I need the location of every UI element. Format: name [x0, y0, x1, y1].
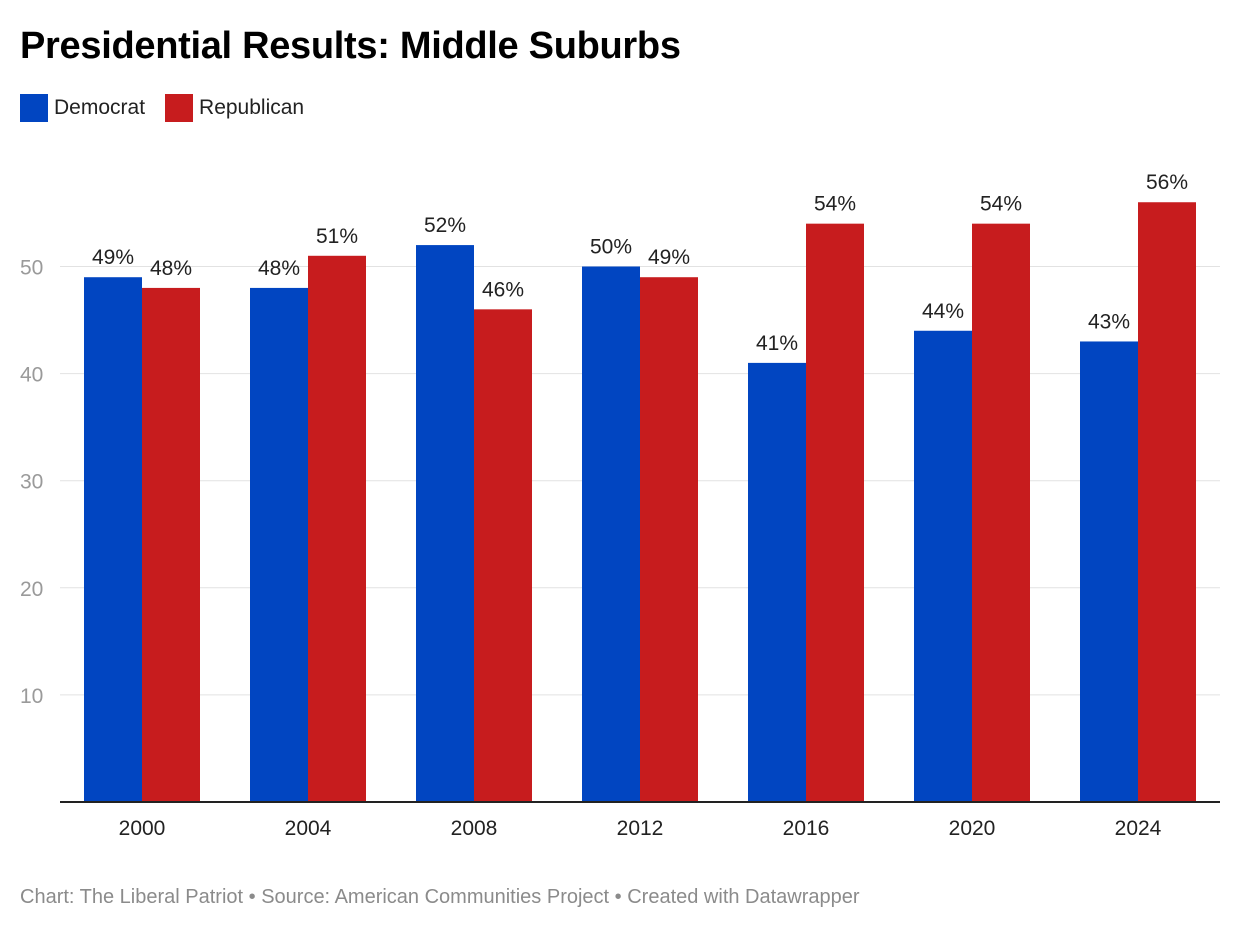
legend-swatch-democrat — [20, 94, 48, 122]
data-label: 41% — [756, 332, 798, 355]
legend-swatch-republican — [165, 94, 194, 122]
data-label: 51% — [316, 225, 358, 248]
legend-label-democrat: Democrat — [54, 96, 146, 119]
bar-republican-2004 — [308, 255, 366, 803]
data-label: 48% — [258, 257, 300, 280]
x-tick-label: 2012 — [617, 817, 664, 840]
x-tick-label: 2024 — [1115, 817, 1162, 840]
y-tick-label: 50 — [20, 257, 43, 280]
y-tick-label: 30 — [20, 471, 43, 494]
bar-democrat-2024 — [1080, 341, 1138, 802]
bar-republican-2008 — [474, 309, 532, 802]
bar-democrat-2012 — [582, 266, 640, 802]
legend-item-democrat: Democrat — [20, 94, 145, 122]
data-label: 52% — [424, 214, 466, 237]
chart-footer: Chart: The Liberal Patriot • Source: Ame… — [20, 886, 860, 908]
data-label: 43% — [1088, 310, 1130, 333]
data-label: 49% — [648, 246, 690, 269]
bar-republican-2012 — [640, 277, 698, 803]
y-tick-label: 20 — [20, 578, 43, 601]
x-tick-label: 2016 — [783, 817, 830, 840]
bar-democrat-2020 — [914, 330, 972, 802]
data-label: 48% — [150, 257, 192, 280]
x-tick-label: 2020 — [949, 817, 996, 840]
data-label: 54% — [814, 193, 856, 216]
bar-republican-2020 — [972, 223, 1030, 802]
bar-democrat-2008 — [416, 245, 474, 802]
bar-democrat-2016 — [748, 362, 806, 802]
x-tick-label: 2008 — [451, 817, 498, 840]
bar-democrat-2000 — [84, 277, 142, 803]
data-label: 46% — [482, 278, 524, 301]
legend: Democrat Republican — [20, 92, 324, 124]
bar-republican-2016 — [806, 223, 864, 802]
y-tick-label: 10 — [20, 685, 43, 708]
legend-label-republican: Republican — [199, 96, 305, 119]
data-label: 50% — [590, 236, 632, 259]
data-label: 56% — [1146, 171, 1188, 194]
bar-democrat-2004 — [250, 287, 308, 802]
y-tick-label: 40 — [20, 364, 43, 387]
x-tick-label: 2004 — [285, 817, 332, 840]
chart-title: Presidential Results: Middle Suburbs — [20, 25, 681, 67]
data-label: 49% — [92, 246, 134, 269]
data-label: 44% — [922, 300, 964, 323]
legend-item-republican: Republican — [165, 94, 304, 122]
bar-republican-2000 — [142, 287, 200, 802]
x-tick-label: 2000 — [119, 817, 166, 840]
bar-republican-2024 — [1138, 202, 1196, 803]
data-label: 54% — [980, 193, 1022, 216]
